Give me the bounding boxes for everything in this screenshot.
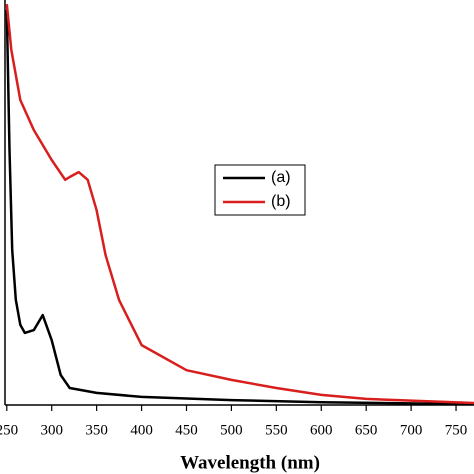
x-tick-label: 400 (130, 422, 153, 438)
series-line (5, 3, 474, 405)
x-tick-label: 300 (40, 422, 63, 438)
x-tick-label: 750 (445, 422, 468, 438)
x-tick-label: 650 (355, 422, 378, 438)
x-tick-label: 700 (400, 422, 423, 438)
x-tick-label: 550 (265, 422, 288, 438)
x-axis-label: Wavelength (nm) (180, 452, 320, 473)
x-tick-label: 250 (0, 422, 18, 438)
x-tick-label: 350 (85, 422, 108, 438)
legend-label: (a) (271, 169, 291, 186)
x-tick-label: 500 (220, 422, 243, 438)
legend-box (214, 164, 306, 216)
series-line (5, 10, 474, 406)
x-tick-label: 450 (175, 422, 198, 438)
x-tick-label: 600 (310, 422, 333, 438)
legend-label: (b) (271, 193, 291, 210)
